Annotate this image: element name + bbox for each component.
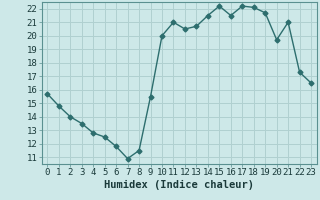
X-axis label: Humidex (Indice chaleur): Humidex (Indice chaleur)	[104, 180, 254, 190]
